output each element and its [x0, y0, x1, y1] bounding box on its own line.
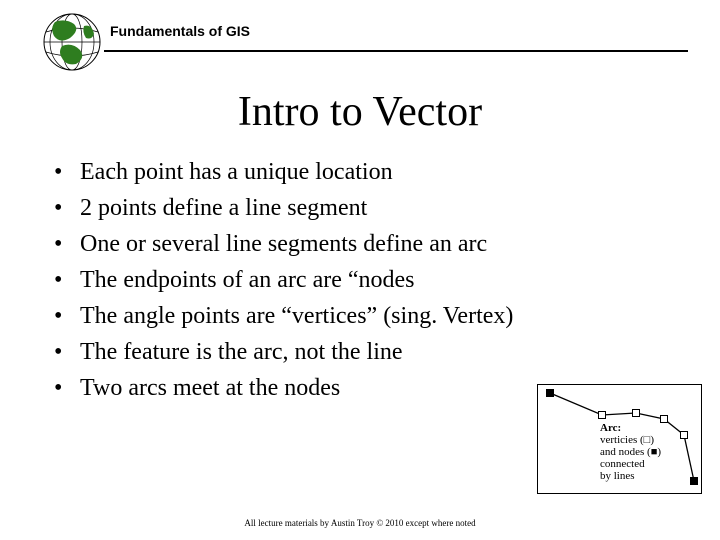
header-rule — [104, 50, 688, 52]
svg-text:verticies (□): verticies (□) — [600, 434, 654, 446]
course-label: Fundamentals of GIS — [110, 23, 250, 39]
footer-attribution: All lecture materials by Austin Troy © 2… — [0, 518, 720, 528]
svg-text:Arc:: Arc: — [600, 422, 621, 434]
list-item: One or several line segments define an a… — [50, 226, 720, 262]
list-item: The endpoints of an arc are “nodes — [50, 262, 720, 298]
svg-text:and nodes (■): and nodes (■) — [600, 446, 661, 458]
svg-text:by lines: by lines — [600, 470, 635, 482]
arc-diagram: Arc:verticies (□)and nodes (■)connectedb… — [537, 384, 702, 494]
list-item: The feature is the arc, not the line — [50, 334, 720, 370]
slide-header: Fundamentals of GIS — [0, 0, 720, 74]
list-item: Each point has a unique location — [50, 154, 720, 190]
list-item: 2 points define a line segment — [50, 190, 720, 226]
list-item: The angle points are “vertices” (sing. V… — [50, 298, 720, 334]
svg-text:connected: connected — [600, 458, 645, 470]
bullet-list: Each point has a unique location 2 point… — [50, 154, 720, 406]
globe-icon — [40, 10, 104, 74]
slide-title: Intro to Vector — [0, 88, 720, 136]
